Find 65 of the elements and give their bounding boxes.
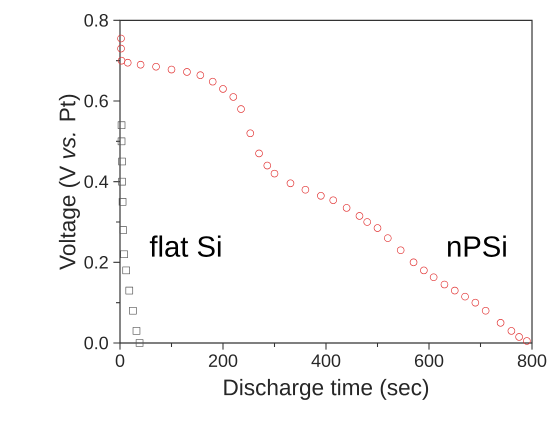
y-tick-label: 0.8 <box>84 14 108 27</box>
point <box>384 234 392 242</box>
point <box>329 196 337 204</box>
point <box>317 192 325 200</box>
point <box>246 129 254 138</box>
point <box>374 224 382 232</box>
point <box>420 266 428 274</box>
y-tick-label: 0.2 <box>84 256 108 269</box>
series-label: nPSi <box>448 235 506 257</box>
point <box>124 58 132 66</box>
point <box>118 138 126 146</box>
point <box>515 333 523 341</box>
point <box>196 71 204 79</box>
point <box>270 170 278 178</box>
x-tick-label: 600 <box>414 354 444 368</box>
x-axis-title: Discharge time (sec) <box>224 378 428 400</box>
point <box>183 68 191 76</box>
point <box>363 218 371 226</box>
y-tick-label: 0.4 <box>84 175 108 188</box>
point <box>523 337 531 345</box>
point <box>129 306 137 315</box>
point <box>430 273 438 282</box>
point <box>472 298 480 306</box>
y-tick-label: 0.6 <box>84 94 108 108</box>
point <box>356 212 364 220</box>
point <box>136 60 144 68</box>
point <box>122 266 130 274</box>
point <box>117 44 125 52</box>
point <box>496 319 504 327</box>
point <box>208 78 216 86</box>
point <box>237 105 245 113</box>
point <box>396 246 404 254</box>
point <box>302 186 310 194</box>
point <box>450 286 459 294</box>
point <box>168 66 176 74</box>
point <box>118 178 126 186</box>
point <box>118 198 126 206</box>
point <box>132 327 140 335</box>
y-tick-label: 0.0 <box>84 336 108 350</box>
point <box>118 121 126 129</box>
point <box>117 34 125 42</box>
series-label: flat Si <box>150 235 221 257</box>
point <box>152 62 160 71</box>
point <box>255 150 263 158</box>
point <box>461 292 469 300</box>
point <box>136 339 144 347</box>
point <box>410 258 418 266</box>
point <box>482 306 490 315</box>
point <box>286 180 294 188</box>
y-axis-title: Voltage (V vs. Pt) <box>58 94 80 270</box>
point <box>230 93 238 101</box>
point <box>342 204 350 212</box>
point <box>125 286 134 294</box>
point <box>118 56 126 64</box>
x-tick-label: 400 <box>311 354 340 368</box>
point <box>219 85 227 93</box>
point <box>118 158 126 166</box>
point <box>264 162 272 170</box>
point <box>120 250 128 258</box>
point <box>119 226 127 234</box>
point <box>440 280 448 288</box>
x-tick-label: 0 <box>116 354 124 368</box>
x-tick-label: 200 <box>208 354 238 368</box>
x-tick-label: 800 <box>518 354 546 368</box>
point <box>508 327 516 335</box>
